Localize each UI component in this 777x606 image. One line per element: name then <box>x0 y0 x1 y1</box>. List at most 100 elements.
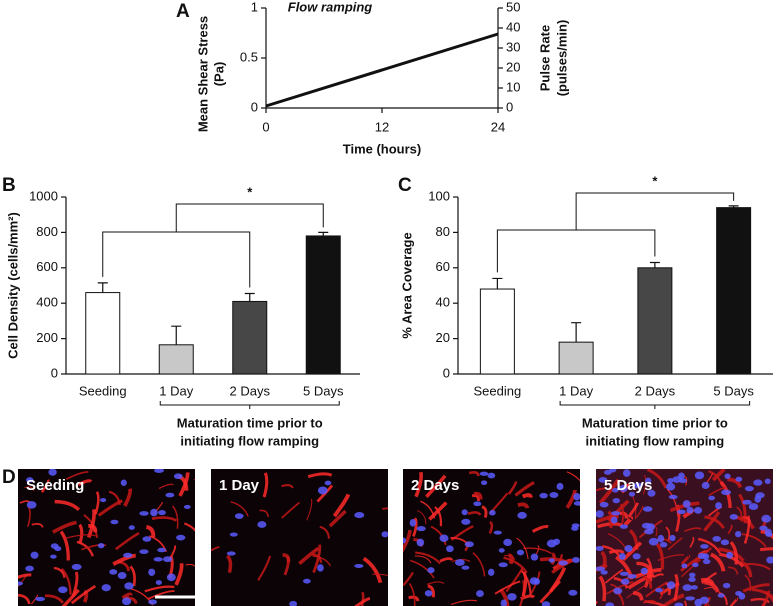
error-bar <box>649 261 660 268</box>
nucleus <box>655 588 663 593</box>
cytoskeleton <box>516 537 529 560</box>
nucleus <box>317 486 328 495</box>
cytoskeleton <box>659 587 665 600</box>
cytoskeleton <box>521 493 533 499</box>
nucleus <box>317 564 324 572</box>
cytoskeleton <box>759 547 773 552</box>
nucleus <box>721 489 731 496</box>
nucleus <box>596 546 604 551</box>
y-tick-label: 20 <box>436 330 450 345</box>
cytoskeleton <box>607 510 614 529</box>
cytoskeleton <box>505 567 524 593</box>
cytoskeleton <box>550 552 556 565</box>
nucleus <box>409 519 416 527</box>
nucleus <box>726 551 734 559</box>
nucleus <box>303 578 311 584</box>
nucleus <box>689 572 696 578</box>
nucleus <box>612 497 621 504</box>
nucleus <box>487 568 495 576</box>
nucleus <box>657 534 665 543</box>
cytoskeleton <box>94 491 100 515</box>
bracket <box>102 231 251 288</box>
cytoskeleton <box>78 523 84 545</box>
cytoskeleton <box>655 543 665 570</box>
cytoskeleton <box>112 553 136 566</box>
nucleus <box>603 469 612 475</box>
cytoskeleton <box>61 588 80 606</box>
cytoskeleton <box>151 516 178 522</box>
nucleus <box>692 562 699 568</box>
cytoskeleton <box>31 594 39 605</box>
y2-axis-label: (pulses/min) <box>554 20 569 97</box>
nucleus <box>712 535 721 542</box>
cytoskeleton <box>627 502 639 518</box>
cytoskeleton <box>743 563 771 571</box>
nucleus <box>628 491 636 497</box>
nucleus <box>766 556 773 564</box>
cytoskeleton <box>729 541 738 565</box>
nucleus <box>416 538 425 547</box>
nucleus <box>489 509 496 516</box>
cytoskeleton <box>710 552 726 572</box>
cytoskeleton <box>54 499 81 512</box>
cytoskeleton <box>693 547 712 564</box>
cytoskeleton <box>684 527 702 533</box>
significance-mark: * <box>652 173 658 188</box>
nucleus <box>461 509 468 516</box>
cytoskeleton <box>312 555 332 567</box>
cytoskeleton <box>727 477 743 489</box>
cytoskeleton <box>728 566 739 575</box>
cytoskeleton <box>742 533 767 548</box>
nucleus <box>669 534 676 542</box>
nucleus <box>354 563 364 568</box>
bar <box>232 300 268 375</box>
x-tick-label: 1 Day <box>559 383 593 398</box>
cytoskeleton <box>744 574 752 592</box>
cytoskeleton <box>426 581 445 585</box>
nucleus <box>599 501 609 508</box>
cytoskeleton <box>362 556 383 584</box>
nucleus <box>632 553 641 560</box>
y-tick-label: 0.5 <box>240 49 258 64</box>
nucleus <box>685 596 696 601</box>
nucleus <box>724 473 731 479</box>
cytoskeleton <box>608 549 625 555</box>
x-tick-label: 24 <box>491 119 505 134</box>
cytoskeleton <box>403 529 412 553</box>
cytoskeleton <box>332 493 351 518</box>
image-content <box>211 472 388 606</box>
cytoskeleton <box>657 554 685 562</box>
nucleus <box>605 602 615 606</box>
cytoskeleton <box>372 573 388 577</box>
cytoskeleton <box>740 560 753 578</box>
nucleus <box>128 525 135 530</box>
nucleus <box>764 528 772 537</box>
significance-mark: * <box>247 184 253 199</box>
nucleus <box>627 574 637 579</box>
nucleus <box>166 573 176 582</box>
nucleus <box>619 571 629 576</box>
nucleus <box>759 525 768 531</box>
nucleus <box>461 518 471 525</box>
y2-tick-label: 50 <box>506 0 520 14</box>
bracket <box>159 401 340 409</box>
cytoskeleton <box>414 555 432 564</box>
bracket <box>575 192 735 230</box>
cytoskeleton <box>115 531 140 551</box>
image-bg <box>211 469 388 606</box>
nucleus <box>674 602 684 606</box>
cytoskeleton <box>81 544 107 551</box>
nucleus <box>257 521 267 528</box>
cytoskeleton <box>626 584 647 599</box>
nucleus <box>553 538 561 545</box>
cytoskeleton <box>646 469 668 489</box>
nucleus <box>110 519 119 525</box>
cytoskeleton <box>708 487 726 497</box>
nucleus <box>123 552 133 558</box>
cytoskeleton <box>742 583 770 593</box>
cytoskeleton <box>481 505 488 518</box>
nucleus <box>101 584 111 592</box>
nucleus <box>507 593 517 601</box>
x-tick-label: 1 Day <box>159 383 193 398</box>
nucleus <box>530 553 539 561</box>
